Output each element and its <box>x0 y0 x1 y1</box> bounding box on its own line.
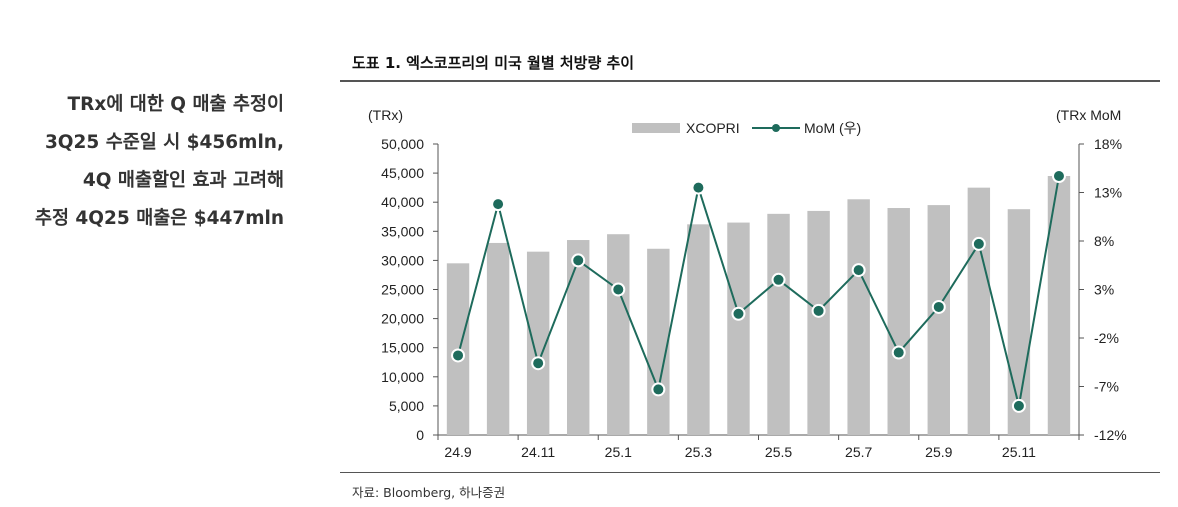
chart-title: 도표 1. 엑스코프리의 미국 월별 처방량 추이 <box>352 54 635 72</box>
y-tick-label-left: 10,000 <box>381 369 424 385</box>
point-mom <box>491 197 506 212</box>
source-note: 자료: Bloomberg, 하나증권 <box>352 485 506 500</box>
y-tick-label-left: 25,000 <box>381 282 424 298</box>
sidebar-line: 추정 4Q25 매출은 $447mln <box>34 208 284 229</box>
y-tick-label-left: 35,000 <box>381 223 424 239</box>
point-mom <box>971 236 986 251</box>
point-mom <box>731 306 746 321</box>
point-mom <box>1011 398 1026 413</box>
point-mom <box>531 356 546 371</box>
sidebar-line: 3Q25 수준일 시 $456mln, <box>44 132 284 153</box>
point-mom <box>1051 169 1066 184</box>
y-tick-label-left: 45,000 <box>381 165 424 181</box>
x-tick-label: 25.11 <box>1002 444 1036 460</box>
point-mom <box>811 303 826 318</box>
bar-xcopri <box>607 234 630 435</box>
legend-swatch-xcopri <box>632 123 680 133</box>
x-tick-label: 25.7 <box>845 444 872 460</box>
y-tick-label-right: 18% <box>1094 136 1122 152</box>
bar-xcopri <box>967 187 991 435</box>
y-tick-label-right: 3% <box>1094 282 1114 298</box>
x-tick-label: 24.9 <box>444 444 471 460</box>
bar-xcopri <box>687 224 710 435</box>
y-tick-label-left: 20,000 <box>381 311 424 327</box>
bar-xcopri <box>526 251 550 435</box>
bar-xcopri <box>887 208 910 435</box>
point-mom <box>771 272 786 287</box>
line-mom <box>457 175 1060 407</box>
x-tick-label: 25.5 <box>765 444 792 460</box>
bar-xcopri <box>927 205 950 435</box>
bar-xcopri <box>767 213 790 435</box>
bottom-rule <box>340 472 1160 473</box>
point-mom <box>451 348 466 363</box>
point-mom <box>611 282 626 297</box>
y-tick-label-left: 40,000 <box>381 194 424 210</box>
bar-xcopri <box>727 222 750 435</box>
x-tick-label: 25.9 <box>925 444 952 460</box>
sidebar-line: TRx에 대한 Q 매출 추정이 <box>67 94 284 115</box>
bar-xcopri <box>567 240 590 435</box>
point-mom <box>851 263 866 278</box>
y-tick-label-right: -2% <box>1094 330 1119 346</box>
bar-xcopri <box>847 199 870 435</box>
bar-xcopri <box>1047 176 1071 435</box>
sidebar-text: TRx에 대한 Q 매출 추정이 3Q25 수준일 시 $456mln, 4Q … <box>0 86 284 238</box>
point-mom <box>891 345 906 360</box>
y-tick-label-left: 15,000 <box>381 340 424 356</box>
bar-xcopri <box>486 242 510 435</box>
y-tick-label-left: 5,000 <box>389 398 424 414</box>
bar-xcopri <box>647 248 670 435</box>
bar-xcopri <box>807 210 830 435</box>
legend-marker-mom <box>772 124 780 132</box>
y-tick-label-left: 50,000 <box>381 136 424 152</box>
x-tick-label: 25.1 <box>605 444 632 460</box>
y-tick-label-left: 30,000 <box>381 252 424 268</box>
y-axis-title-right: (TRx MoM <box>1056 107 1121 123</box>
x-tick-label: 25.3 <box>685 444 712 460</box>
point-mom <box>651 382 666 397</box>
x-tick-label: 24.11 <box>521 444 555 460</box>
legend-label-mom: MoM (우) <box>804 120 861 136</box>
y-tick-label-right: 13% <box>1094 185 1122 201</box>
point-mom <box>691 180 706 195</box>
y-tick-label-right: 8% <box>1094 233 1114 249</box>
top-rule <box>340 80 1160 82</box>
point-mom <box>931 299 946 314</box>
point-mom <box>571 253 586 268</box>
y-axis-title-left: (TRx) <box>368 107 403 123</box>
y-tick-label-right: -7% <box>1094 379 1119 395</box>
y-tick-label-left: 0 <box>416 427 424 443</box>
legend-label-xcopri: XCOPRI <box>686 120 740 136</box>
y-tick-label-right: -12% <box>1094 427 1127 443</box>
sidebar-line: 4Q 매출할인 효과 고려해 <box>82 170 284 191</box>
